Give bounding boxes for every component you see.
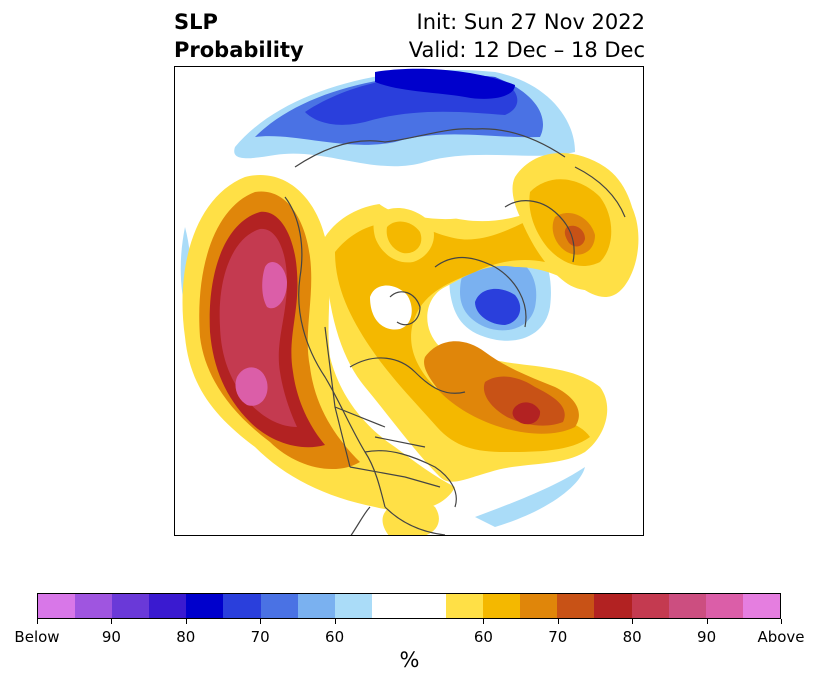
colorbar-segment bbox=[186, 594, 224, 618]
colorbar-segment bbox=[75, 594, 113, 618]
above-region-pacific-90b bbox=[235, 367, 268, 406]
colorbar-segment bbox=[742, 594, 780, 618]
colorbar-segment bbox=[112, 594, 150, 618]
colorbar-tick-mark bbox=[334, 619, 336, 624]
colorbar-segment bbox=[631, 594, 669, 618]
above-region-pacific-90 bbox=[262, 262, 287, 309]
colorbar-tick-label: 80 bbox=[176, 628, 196, 646]
above-region-canada-80 bbox=[512, 402, 541, 425]
init-date: Init: Sun 27 Nov 2022 bbox=[416, 10, 645, 34]
colorbar-segment bbox=[260, 594, 298, 618]
above-region-canada-65 bbox=[335, 217, 595, 452]
colorbar-tick-label: 90 bbox=[697, 628, 717, 646]
colorbar-segment bbox=[594, 594, 632, 618]
colorbar-tick-mark bbox=[260, 619, 262, 624]
colorbar-tick-mark bbox=[557, 619, 559, 624]
colorbar-tick-mark bbox=[37, 619, 38, 624]
colorbar-segment bbox=[520, 594, 558, 618]
colorbar-tick-mark bbox=[483, 619, 485, 624]
colorbar-segment bbox=[223, 594, 261, 618]
forecast-info: Init: Sun 27 Nov 2022 Valid: 12 Dec – 18… bbox=[360, 8, 645, 64]
title-quantity: Probability bbox=[174, 38, 304, 62]
colorbar-segment bbox=[149, 594, 187, 618]
colorbar-tick-mark bbox=[706, 619, 708, 624]
below-region-arctic-80 bbox=[475, 288, 521, 325]
colorbar bbox=[37, 593, 781, 619]
valid-range: Valid: 12 Dec – 18 Dec bbox=[408, 38, 645, 62]
probability-map bbox=[174, 66, 644, 536]
neutral-region-arctic bbox=[373, 166, 486, 220]
colorbar-tick-mark bbox=[185, 619, 187, 624]
colorbar-tick-mark bbox=[111, 619, 113, 624]
colorbar-segment bbox=[371, 594, 409, 618]
colorbar-tick-label: 90 bbox=[101, 628, 121, 646]
colorbar-tick-label: 60 bbox=[325, 628, 345, 646]
colorbar-tick-label: 70 bbox=[250, 628, 270, 646]
colorbar-tick-label: 80 bbox=[622, 628, 642, 646]
colorbar-segment bbox=[483, 594, 521, 618]
title-variable: SLP bbox=[174, 10, 218, 34]
colorbar-tick-mark bbox=[781, 619, 782, 624]
colorbar-segment bbox=[705, 594, 743, 618]
colorbar-segment bbox=[557, 594, 595, 618]
map-title: SLP Probability bbox=[174, 8, 304, 64]
coastlines bbox=[284, 128, 626, 535]
colorbar-unit: % bbox=[399, 648, 420, 672]
colorbar-segment bbox=[38, 594, 76, 618]
above-region-canada-75 bbox=[483, 376, 565, 426]
colorbar-tick-label: Below bbox=[14, 628, 60, 646]
colorbar-segment bbox=[334, 594, 372, 618]
colorbar-segment bbox=[668, 594, 706, 618]
above-region-south-us bbox=[382, 499, 439, 535]
colorbar-tick-label: Above bbox=[757, 628, 805, 646]
colorbar-tick-mark bbox=[632, 619, 634, 624]
colorbar-tick-label: 60 bbox=[473, 628, 493, 646]
neutral-region-greenland bbox=[370, 285, 412, 330]
below-region-north-core bbox=[375, 68, 515, 99]
map-canvas bbox=[180, 68, 639, 535]
colorbar-segment bbox=[446, 594, 484, 618]
colorbar-tick-label: 70 bbox=[548, 628, 568, 646]
colorbar-segment bbox=[408, 594, 447, 618]
colorbar-segment bbox=[297, 594, 335, 618]
below-region-south bbox=[475, 467, 585, 527]
above-region-scandinavia-65 bbox=[386, 221, 422, 254]
